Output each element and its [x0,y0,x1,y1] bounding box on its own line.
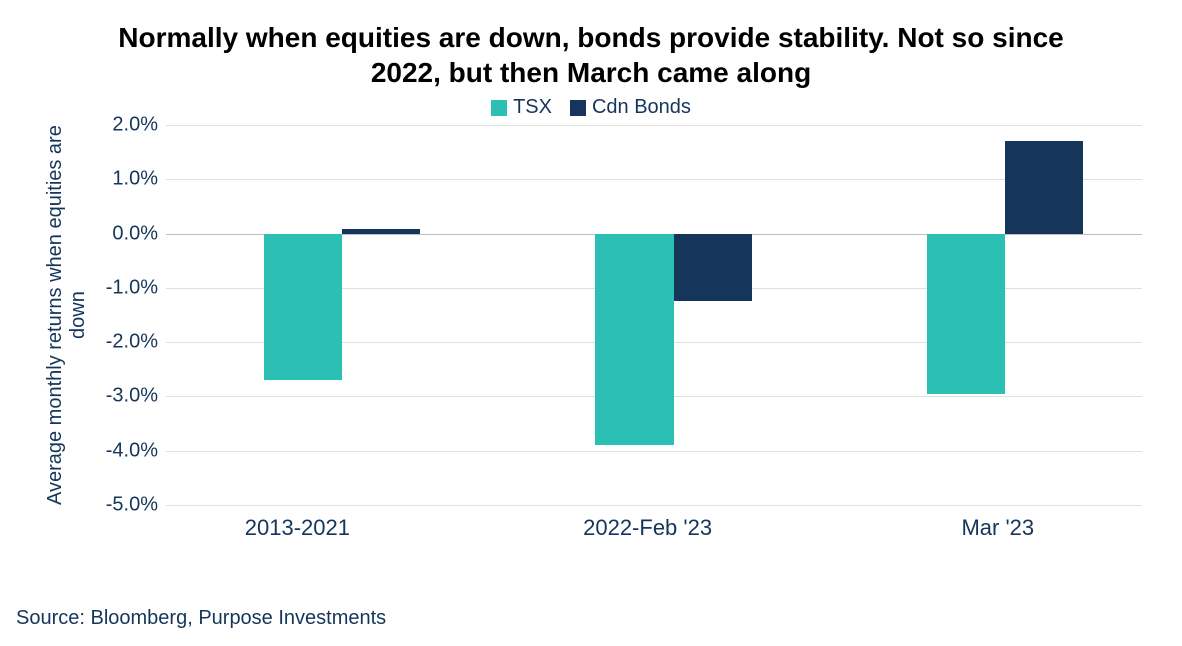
y-tick-label: -1.0% [106,276,158,299]
legend-item: TSX [491,96,552,119]
source-footnote: Source: Bloomberg, Purpose Investments [16,607,386,630]
legend-swatch-icon [491,100,507,116]
chart-container: Normally when equities are down, bonds p… [0,0,1182,646]
y-tick-label: 0.0% [112,222,158,245]
x-axis: 2013-2021 2022-Feb '23 Mar '23 [112,505,1142,551]
x-tick-label: 2022-Feb '23 [583,515,712,541]
legend-item: Cdn Bonds [570,96,691,119]
legend-swatch-icon [570,100,586,116]
y-tick-label: 2.0% [112,114,158,137]
y-axis-label: Average monthly returns when equities ar… [40,125,94,505]
bar [264,234,342,381]
bar [595,234,673,446]
bar [1005,141,1083,233]
y-tick-label: 1.0% [112,168,158,191]
legend-label: TSX [513,96,552,119]
plot-area [166,125,1142,505]
legend-label: Cdn Bonds [592,96,691,119]
y-axis: 2.0%1.0%0.0%-1.0%-2.0%-3.0%-4.0%-5.0% [94,125,166,505]
bar [674,234,752,302]
legend: TSX Cdn Bonds [40,96,1142,119]
y-tick-label: -3.0% [106,385,158,408]
x-tick-label: 2013-2021 [245,515,350,541]
grid-line [166,451,1142,452]
y-tick-label: -4.0% [106,439,158,462]
plot-wrap: Average monthly returns when equities ar… [40,125,1142,505]
x-tick-label: Mar '23 [961,515,1034,541]
grid-line [166,179,1142,180]
y-tick-label: -2.0% [106,331,158,354]
bar [927,234,1005,394]
bar [342,229,420,233]
chart-title: Normally when equities are down, bonds p… [91,20,1091,90]
grid-line [166,125,1142,126]
